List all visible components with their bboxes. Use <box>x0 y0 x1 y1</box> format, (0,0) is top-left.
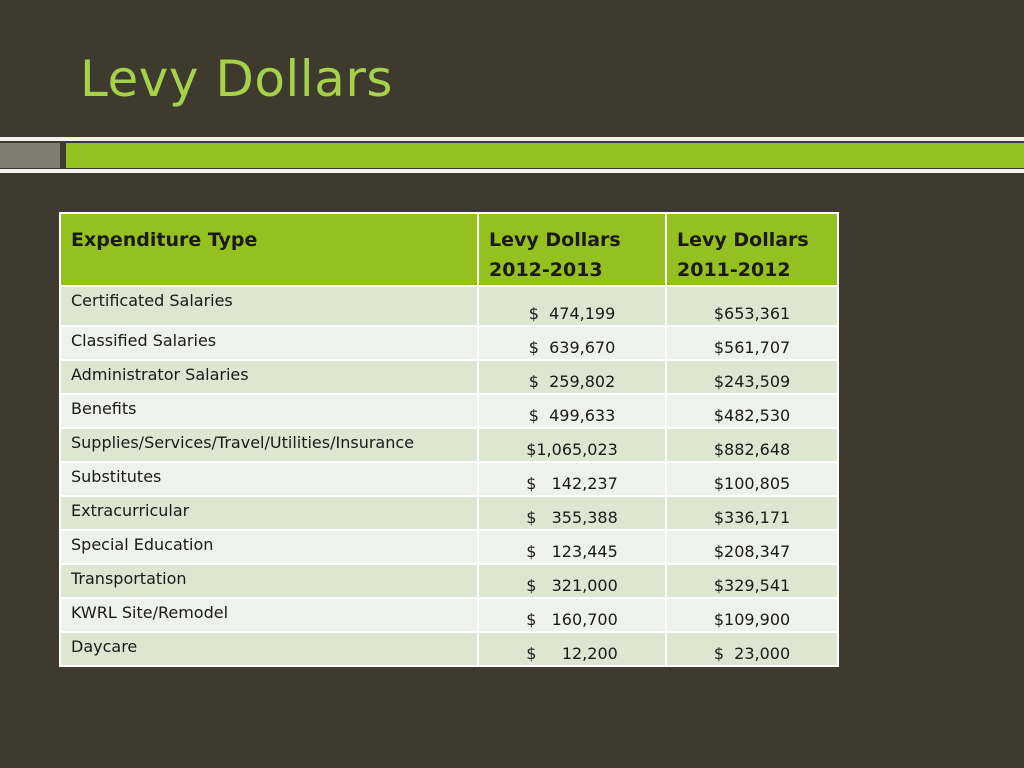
levy-2011-2012-cell: $ 23,000 <box>665 631 839 667</box>
divider-green-bar <box>66 143 1024 168</box>
levy-2011-2012-cell: $100,805 <box>665 461 839 497</box>
levy-2012-2013-cell: $ 499,633 <box>477 393 667 429</box>
levy-2012-2013-cell: $ 355,388 <box>477 495 667 531</box>
levy-2012-2013-cell: $1,065,023 <box>477 427 667 463</box>
expenditure-type-cell: Transportation <box>59 563 479 599</box>
title-divider <box>0 137 1024 175</box>
table-row: KWRL Site/Remodel $ 160,700 $109,900 <box>59 597 839 633</box>
table-row: Extracurricular $ 355,388 $336,171 <box>59 495 839 531</box>
divider-gray-block <box>0 143 60 168</box>
levy-2011-2012-cell: $109,900 <box>665 597 839 633</box>
expenditure-type-cell: Benefits <box>59 393 479 429</box>
levy-dollars-table: Expenditure Type Levy Dollars 2012-2013 … <box>59 212 839 667</box>
levy-2011-2012-cell: $336,171 <box>665 495 839 531</box>
levy-2012-2013-cell: $ 639,670 <box>477 325 667 361</box>
table-row: Transportation $ 321,000 $329,541 <box>59 563 839 599</box>
levy-2012-2013-cell: $ 123,445 <box>477 529 667 565</box>
divider-top-line <box>0 137 1024 141</box>
levy-2011-2012-cell: $208,347 <box>665 529 839 565</box>
table-row: Special Education $ 123,445 $208,347 <box>59 529 839 565</box>
header-levy-2012-2013: Levy Dollars 2012-2013 <box>477 212 667 287</box>
levy-2011-2012-cell: $653,361 <box>665 285 839 327</box>
levy-2011-2012-cell: $329,541 <box>665 563 839 599</box>
table-row: Classified Salaries $ 639,670 $561,707 <box>59 325 839 361</box>
expenditure-type-cell: Special Education <box>59 529 479 565</box>
table-row: Daycare $ 12,200 $ 23,000 <box>59 631 839 667</box>
levy-2011-2012-cell: $482,530 <box>665 393 839 429</box>
levy-2012-2013-cell: $ 321,000 <box>477 563 667 599</box>
table-row: Certificated Salaries $ 474,199 $653,361 <box>59 285 839 327</box>
expenditure-type-cell: KWRL Site/Remodel <box>59 597 479 633</box>
header-year: 2011-2012 <box>677 259 791 281</box>
header-line: Levy Dollars <box>489 229 621 251</box>
levy-2012-2013-cell: $ 259,802 <box>477 359 667 395</box>
expenditure-type-cell: Certificated Salaries <box>59 285 479 327</box>
table-row: Substitutes $ 142,237 $100,805 <box>59 461 839 497</box>
levy-2012-2013-cell: $ 160,700 <box>477 597 667 633</box>
header-levy-2011-2012: Levy Dollars 2011-2012 <box>665 212 839 287</box>
slide-title: Levy Dollars <box>80 50 393 108</box>
expenditure-type-cell: Daycare <box>59 631 479 667</box>
header-line: Expenditure Type <box>71 229 258 251</box>
table-row: Supplies/Services/Travel/Utilities/Insur… <box>59 427 839 463</box>
expenditure-type-cell: Administrator Salaries <box>59 359 479 395</box>
header-expenditure-type: Expenditure Type <box>59 212 479 287</box>
table-row: Benefits $ 499,633 $482,530 <box>59 393 839 429</box>
levy-2011-2012-cell: $243,509 <box>665 359 839 395</box>
header-year: 2012-2013 <box>489 259 603 281</box>
expenditure-type-cell: Extracurricular <box>59 495 479 531</box>
levy-2012-2013-cell: $ 474,199 <box>477 285 667 327</box>
levy-2012-2013-cell: $ 12,200 <box>477 631 667 667</box>
expenditure-type-cell: Substitutes <box>59 461 479 497</box>
expenditure-type-cell: Supplies/Services/Travel/Utilities/Insur… <box>59 427 479 463</box>
table-row: Administrator Salaries $ 259,802 $243,50… <box>59 359 839 395</box>
header-line: Levy Dollars <box>677 229 809 251</box>
levy-2012-2013-cell: $ 142,237 <box>477 461 667 497</box>
divider-bottom-line <box>0 169 1024 173</box>
expenditure-type-cell: Classified Salaries <box>59 325 479 361</box>
levy-2011-2012-cell: $882,648 <box>665 427 839 463</box>
table-header-row: Expenditure Type Levy Dollars 2012-2013 … <box>59 212 839 287</box>
levy-2011-2012-cell: $561,707 <box>665 325 839 361</box>
